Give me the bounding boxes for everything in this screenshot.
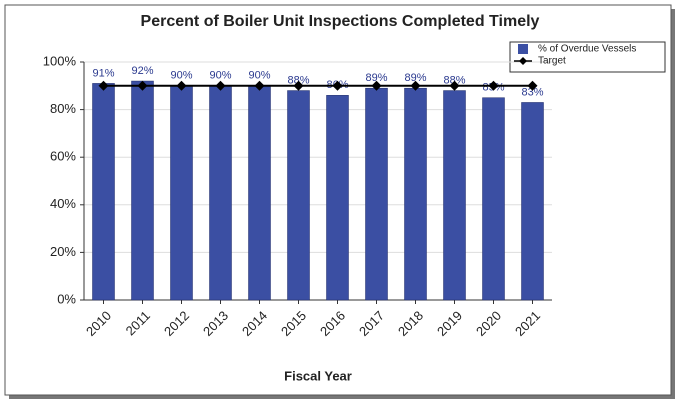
target-marker: [176, 80, 187, 91]
data-label: 89%: [404, 72, 426, 84]
data-label: 90%: [170, 70, 192, 82]
data-label: 88%: [287, 74, 309, 86]
target-marker: [410, 80, 421, 91]
y-tick-label: 80%: [50, 101, 76, 116]
legend-swatch: [518, 44, 528, 54]
legend-box: [509, 41, 666, 73]
y-tick-label: 20%: [50, 244, 76, 259]
data-label: 91%: [92, 67, 114, 79]
target-marker: [449, 80, 460, 91]
bar: [521, 102, 544, 301]
target-marker: [98, 80, 109, 91]
bar: [209, 85, 232, 301]
bar: [170, 85, 193, 301]
target-marker: [137, 80, 148, 91]
y-tick-label: 40%: [50, 196, 76, 211]
bar: [326, 95, 349, 301]
target-marker: [488, 80, 499, 91]
legend-label: % of Overdue Vessels: [538, 44, 636, 55]
bar: [404, 87, 427, 301]
data-label: 90%: [209, 70, 231, 82]
target-marker: [371, 80, 382, 91]
y-tick-label: 0%: [57, 291, 76, 306]
y-tick-label: 60%: [50, 149, 76, 164]
x-axis-label: Fiscal Year: [284, 368, 352, 383]
data-label: 90%: [248, 70, 270, 82]
legend-label: Target: [538, 56, 566, 67]
data-label: 83%: [521, 86, 543, 98]
chart-title: Percent of Boiler Unit Inspections Compl…: [141, 13, 540, 30]
legend-marker: [519, 57, 527, 65]
bar: [248, 85, 271, 301]
bar: [287, 90, 310, 301]
data-label: 89%: [365, 72, 387, 84]
bar: [92, 83, 115, 301]
bar: [365, 87, 388, 301]
target-marker: [527, 80, 538, 91]
target-marker: [254, 80, 265, 91]
data-label: 88%: [443, 74, 465, 86]
bar: [131, 80, 154, 301]
target-marker: [332, 80, 343, 91]
target-marker: [293, 80, 304, 91]
data-label: 92%: [131, 65, 153, 77]
bar: [482, 97, 505, 301]
target-marker: [215, 80, 226, 91]
y-tick-label: 100%: [43, 53, 77, 68]
bar: [443, 90, 466, 301]
